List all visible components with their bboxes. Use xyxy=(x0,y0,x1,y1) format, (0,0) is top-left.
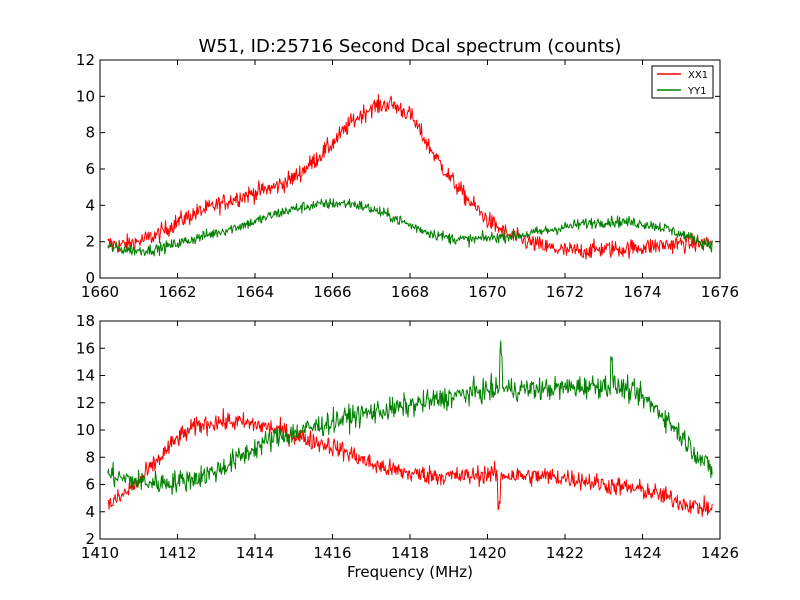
bottom-y-tick-label: 6 xyxy=(85,476,95,494)
bottom-y-tick-label: 2 xyxy=(85,530,95,548)
bottom-x-tick-label: 1414 xyxy=(236,544,274,562)
chart-title: W51, ID:25716 Second Dcal spectrum (coun… xyxy=(199,36,622,57)
top-y-tick-label: 10 xyxy=(76,87,95,105)
bottom-x-tick-label: 1420 xyxy=(468,544,506,562)
bottom-y-tick-label: 4 xyxy=(85,503,95,521)
top-x-tick-label: 1670 xyxy=(468,283,506,301)
legend-label-yy1: YY1 xyxy=(687,86,707,97)
top-plot-area xyxy=(100,60,720,278)
bottom-series-layer xyxy=(107,340,713,517)
bottom-x-tick-label: 1418 xyxy=(391,544,429,562)
bottom-x-tick-label: 1424 xyxy=(623,544,661,562)
bottom-x-tick-label: 1426 xyxy=(701,544,739,562)
top-series-layer xyxy=(107,94,713,260)
top-y-tick-label: 6 xyxy=(85,160,95,178)
bottom-y-tick-label: 14 xyxy=(76,367,95,385)
bottom-y-tick-label: 18 xyxy=(76,312,95,330)
top-tick-layer: 1660 1662 1664 1666 1668 1670 1672 1674 1676 0 2 4 6… xyxy=(76,51,739,301)
bottom-x-tick-label: 1412 xyxy=(158,544,196,562)
top-series-line-xx1 xyxy=(107,94,713,260)
top-x-tick-label: 1672 xyxy=(546,283,584,301)
bottom-y-tick-label: 8 xyxy=(85,448,95,466)
legend-label-xx1: XX1 xyxy=(688,70,708,81)
top-x-tick-label: 1660 xyxy=(81,283,119,301)
top-x-tick-label: 1676 xyxy=(701,283,739,301)
bottom-y-tick-label: 16 xyxy=(76,339,95,357)
top-y-tick-label: 12 xyxy=(76,51,95,69)
top-series-line-yy1 xyxy=(107,198,713,257)
top-plot-panel: W51, ID:25716 Second Dcal spectrum (coun… xyxy=(76,36,739,301)
bottom-x-tick-label: 1410 xyxy=(81,544,119,562)
legend-box xyxy=(651,65,714,99)
top-y-tick-label: 4 xyxy=(85,196,95,214)
bottom-plot-panel: 1410 1412 1414 1416 1418 1420 1422 1424 14262468… xyxy=(76,312,739,581)
bottom-x-tick-label: 1422 xyxy=(546,544,584,562)
legend: XX1 YY1 xyxy=(651,65,714,99)
bottom-y-tick-label: 12 xyxy=(76,394,95,412)
bottom-plot-frame xyxy=(99,320,721,540)
top-y-tick-label: 8 xyxy=(85,124,95,142)
top-y-tick-label: 0 xyxy=(85,269,95,287)
top-x-tick-label: 1668 xyxy=(391,283,429,301)
bottom-plot-area xyxy=(100,321,720,539)
top-plot-frame xyxy=(99,59,721,279)
x-axis-label: Frequency (MHz) xyxy=(347,563,473,581)
top-y-tick-label: 2 xyxy=(85,233,95,251)
top-x-tick-label: 1664 xyxy=(236,283,274,301)
top-x-tick-label: 1674 xyxy=(623,283,661,301)
bottom-series-line-green xyxy=(107,340,713,496)
bottom-y-tick-label: 10 xyxy=(76,421,95,439)
bottom-series-line-red xyxy=(107,408,713,517)
top-x-tick-label: 1662 xyxy=(158,283,196,301)
bottom-tick-layer: 1410 1412 1414 1416 1418 1420 1422 1424 14262468… xyxy=(76,312,739,562)
bottom-x-tick-label: 1416 xyxy=(313,544,351,562)
top-x-tick-label: 1666 xyxy=(313,283,351,301)
